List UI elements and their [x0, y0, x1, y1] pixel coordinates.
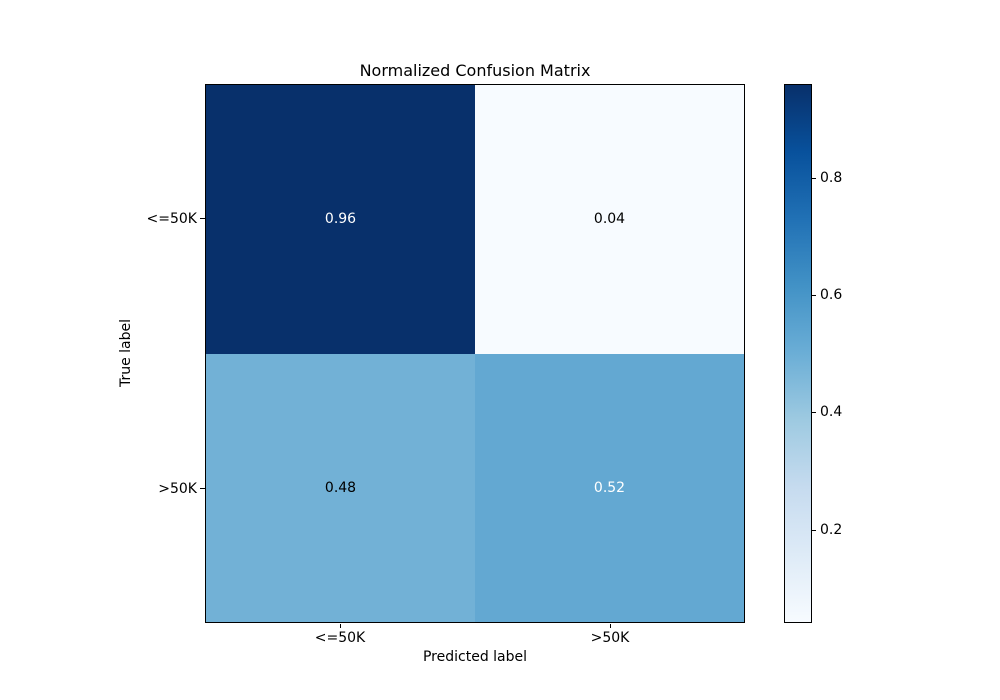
y-tick-mark [200, 218, 205, 219]
x-axis-label: Predicted label [422, 649, 528, 665]
colorbar-tick-mark [812, 412, 816, 413]
matrix-cell-true-le50k-pred-le50k: 0.96 [206, 85, 475, 354]
colorbar-tick-label-0.8: 0.8 [820, 170, 843, 186]
x-tick-mark [340, 624, 341, 628]
x-tick-mark [610, 624, 611, 628]
y-axis-label: True label [118, 318, 134, 388]
matrix-cell-value: 0.04 [593, 211, 626, 228]
colorbar-tick-label-0.4: 0.4 [820, 404, 843, 420]
y-tick-label-gt50k: >50K [158, 481, 197, 497]
y-tick-mark [200, 488, 205, 489]
x-tick-label-gt50k: >50K [590, 630, 630, 646]
heatmap-plot-area: 0.96 0.04 0.48 0.52 [205, 84, 745, 623]
colorbar-tick-label-0.2: 0.2 [820, 522, 843, 538]
x-tick-label-le50k: <=50K [314, 630, 366, 646]
colorbar-tick-label-0.6: 0.6 [820, 287, 843, 303]
matrix-cell-true-gt50k-pred-gt50k: 0.52 [475, 353, 744, 622]
colorbar-tick-mark [812, 530, 816, 531]
colorbar-tick-mark [812, 295, 816, 296]
y-tick-label-le50k: <=50K [146, 211, 197, 227]
matrix-cell-value: 0.96 [324, 211, 357, 228]
matrix-cell-value: 0.48 [324, 479, 357, 496]
matrix-cell-true-le50k-pred-gt50k: 0.04 [475, 85, 744, 354]
matrix-cell-value: 0.52 [593, 479, 626, 496]
colorbar-tick-mark [812, 178, 816, 179]
colorbar-gradient [784, 84, 812, 623]
chart-title: Normalized Confusion Matrix [359, 61, 591, 80]
matrix-cell-true-gt50k-pred-le50k: 0.48 [206, 353, 475, 622]
